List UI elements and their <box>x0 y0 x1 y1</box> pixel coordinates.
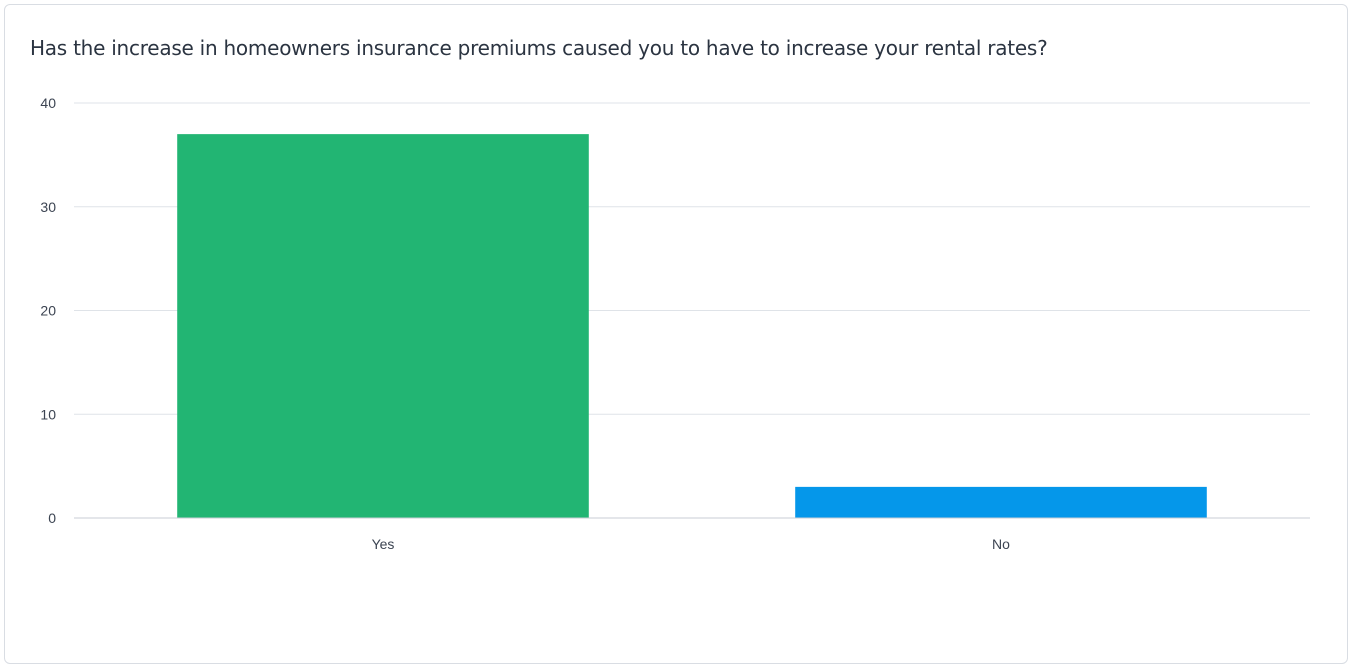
y-tick-label: 20 <box>40 303 56 319</box>
x-category-label: Yes <box>372 536 395 552</box>
y-tick-label: 30 <box>40 199 56 215</box>
x-axis-labels: Yes No <box>372 536 1011 552</box>
x-category-label: No <box>992 536 1010 552</box>
y-tick-label: 10 <box>40 406 56 422</box>
chart-title: Has the increase in homeowners insurance… <box>30 36 1048 60</box>
y-axis-ticks: 0 10 20 30 40 <box>40 95 56 526</box>
bar-no[interactable] <box>795 486 1207 518</box>
bar-yes[interactable] <box>177 134 589 518</box>
bars <box>177 134 1207 518</box>
y-tick-label: 40 <box>40 95 56 111</box>
y-tick-label: 0 <box>48 510 56 526</box>
